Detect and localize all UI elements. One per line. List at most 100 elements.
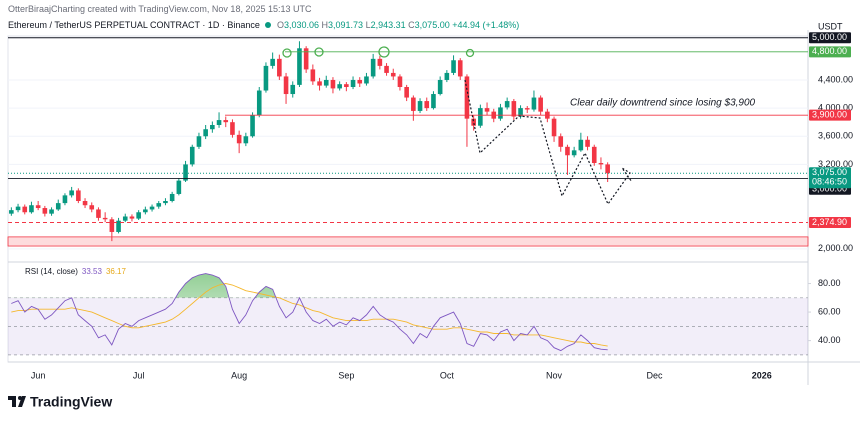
candle-body xyxy=(478,108,483,126)
candle-body xyxy=(565,146,570,156)
candle-body xyxy=(89,205,95,210)
rsi-tick-label: 80.00 xyxy=(818,278,841,288)
countdown-label: 08:46:50 xyxy=(812,177,847,187)
candle-body xyxy=(303,48,309,70)
ohlc-value: 3,030.06 xyxy=(283,20,320,30)
ohlc-label: L xyxy=(365,20,371,30)
x-tick-label: Jul xyxy=(133,370,145,380)
candle-body xyxy=(344,84,349,87)
candle-body xyxy=(82,201,88,206)
candle-body xyxy=(136,212,141,219)
rsi-tick-label: 40.00 xyxy=(818,335,841,345)
candle-body xyxy=(558,136,564,147)
footer-brand: TradingView xyxy=(30,394,112,410)
level-label: 3,900.00 xyxy=(812,110,847,120)
change: +44.94 (+1.48%) xyxy=(452,20,520,30)
x-tick-label: Nov xyxy=(546,370,563,380)
level-label-box xyxy=(809,109,851,121)
candle-body xyxy=(323,79,329,86)
candle-body xyxy=(451,60,456,73)
candle-body xyxy=(183,164,188,181)
candle-body xyxy=(424,101,430,109)
candle-body xyxy=(370,58,376,77)
candle-body xyxy=(464,76,470,119)
symbol-bar: Ethereum / TetherUS PERPETUAL CONTRACT ·… xyxy=(8,20,519,30)
x-tick-label: Dec xyxy=(647,370,664,380)
y-tick-label: 3,200.00 xyxy=(818,159,853,169)
candle-body xyxy=(484,108,490,112)
candle-body xyxy=(310,69,316,82)
candle-body xyxy=(210,125,215,130)
trend-drawings xyxy=(282,46,633,206)
candle-body xyxy=(511,101,517,117)
candle-body xyxy=(337,84,342,89)
candle-body xyxy=(102,217,108,220)
candle-body xyxy=(571,150,577,156)
candle-body xyxy=(55,203,61,210)
level-label: 3,000.00 xyxy=(812,184,847,194)
candle-body xyxy=(203,129,208,137)
candle-body xyxy=(196,136,202,147)
x-tick-label: 2026 xyxy=(752,370,772,380)
candle-body xyxy=(377,58,383,66)
candle-body xyxy=(524,108,530,110)
candle-body xyxy=(390,72,396,77)
candle-body xyxy=(591,146,597,163)
currency: USDT xyxy=(818,21,843,31)
candle-body xyxy=(149,206,155,210)
overbought-fill xyxy=(71,273,300,298)
candle-body xyxy=(122,216,128,221)
status-dot xyxy=(265,22,272,28)
candle-body xyxy=(538,97,543,112)
x-tick-label: Aug xyxy=(231,370,247,380)
x-tick-label: Sep xyxy=(338,370,354,380)
candle-body xyxy=(578,139,584,151)
top-marker xyxy=(378,46,390,58)
candle-body xyxy=(76,190,81,201)
level-label-box xyxy=(809,46,851,58)
ohlc-value: 3,075.00 xyxy=(414,20,450,30)
rsi-ma-value: 36.17 xyxy=(106,267,127,276)
candle-body xyxy=(585,139,590,147)
top-marker xyxy=(465,48,475,58)
rsi-line xyxy=(11,273,608,352)
candle-body xyxy=(277,58,282,77)
candle-body xyxy=(9,210,14,214)
candle-body xyxy=(216,120,222,125)
candle-body xyxy=(29,205,34,213)
logo-mark xyxy=(8,396,26,407)
ohlc-value: 2,943.31 xyxy=(370,20,406,30)
candle-body xyxy=(129,216,135,219)
y-tick-label: 3,600.00 xyxy=(818,131,853,141)
candle-body xyxy=(96,209,101,218)
ohlc-label: O xyxy=(276,20,284,30)
candle-body xyxy=(109,219,115,232)
candle-body xyxy=(518,108,523,117)
candle-body xyxy=(156,203,162,207)
candle-body xyxy=(357,79,363,84)
support-zone xyxy=(7,236,809,247)
candle-body xyxy=(256,90,262,116)
candle-body xyxy=(431,94,436,109)
candle-body xyxy=(263,65,269,91)
candle-body xyxy=(176,180,182,194)
credit: OtterBiraajCharting created with Trading… xyxy=(8,4,312,14)
price-pane: 2,000.00 3,200.00 3,600.00 4,000.00 4,400.00… xyxy=(7,32,853,380)
candle-body xyxy=(69,190,74,196)
logo-dot xyxy=(18,396,22,400)
candle-body xyxy=(62,195,68,204)
candle-body xyxy=(15,206,21,211)
current-price-label: 3,075.00 xyxy=(812,167,847,177)
candle-body xyxy=(397,76,403,87)
ohlc-value: 3,091.73 xyxy=(328,20,364,30)
candle-body xyxy=(223,120,229,123)
candle-body xyxy=(35,205,41,209)
rsi-pane: 40.00 60.00 80.00 xyxy=(8,273,841,356)
logo xyxy=(8,396,26,407)
candle-body xyxy=(49,209,54,214)
candle-body xyxy=(42,208,48,214)
candle-body xyxy=(384,65,389,73)
level-label-box xyxy=(809,32,851,44)
symbol: Ethereum / TetherUS PERPETUAL CONTRACT ·… xyxy=(8,20,260,30)
